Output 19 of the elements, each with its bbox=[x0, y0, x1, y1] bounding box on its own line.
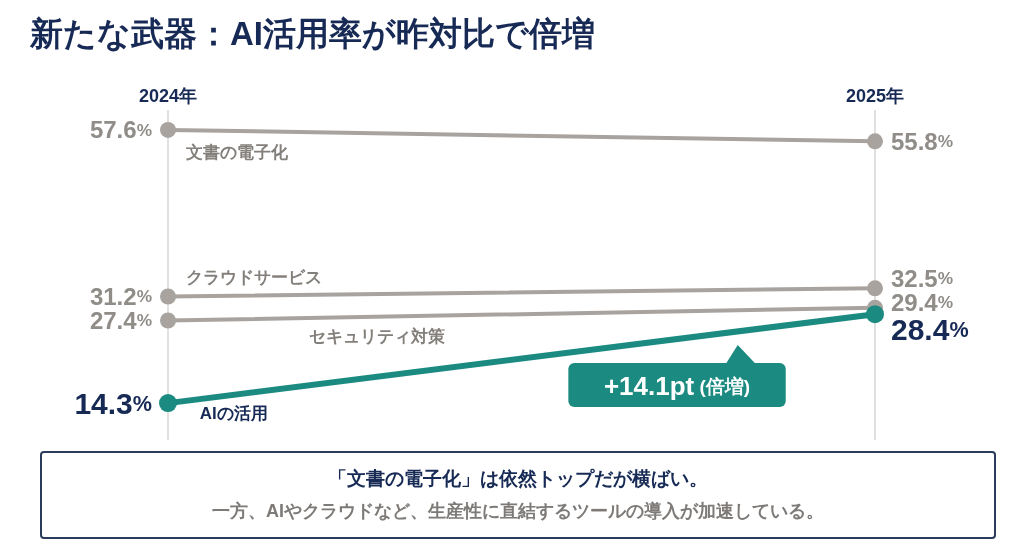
data-label: 57.6% bbox=[89, 116, 152, 144]
x-tick-label: 2025年 bbox=[845, 86, 905, 106]
series-label: セキュリティ対策 bbox=[309, 326, 446, 346]
note-box: 「文書の電子化」は依然トップだが横ばい。 一方、AIやクラウドなど、生産性に直結するツールの導入が加速している。 bbox=[40, 451, 996, 539]
x-tick-label: 2024年 bbox=[138, 86, 198, 106]
point bbox=[159, 394, 177, 413]
data-label: 14.3% bbox=[74, 386, 152, 420]
point bbox=[866, 305, 884, 324]
point bbox=[867, 280, 883, 297]
data-label: 55.8% bbox=[891, 127, 954, 155]
point bbox=[160, 288, 176, 305]
series-label: クラウドサービス bbox=[185, 268, 322, 288]
chart-title: 新たな武器：AI活用率が昨対比で倍増 bbox=[30, 14, 596, 54]
series-label: AIの活用 bbox=[199, 404, 268, 424]
point bbox=[160, 121, 176, 138]
point bbox=[160, 312, 176, 329]
annotation: +14.1pt (倍増) bbox=[603, 371, 751, 402]
series-label: 文書の電子化 bbox=[184, 143, 289, 163]
point bbox=[867, 133, 883, 150]
